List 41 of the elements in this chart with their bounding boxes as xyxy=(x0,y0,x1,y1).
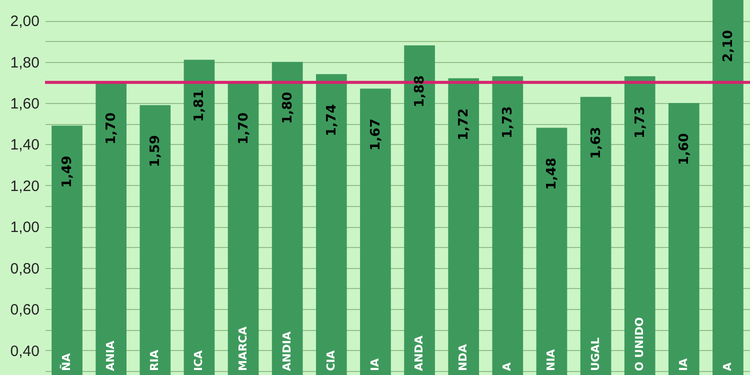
data-label: 1,49 xyxy=(60,156,76,188)
x-tick-label: ANDA xyxy=(412,335,426,371)
x-tick-label: ICA xyxy=(192,350,206,371)
data-label: 1,67 xyxy=(368,118,384,151)
x-tick-label: NDA xyxy=(456,344,470,371)
y-tick-label: 2,00 xyxy=(10,13,40,30)
x-tick-label: CIA xyxy=(324,350,338,371)
x-tick-label: NIA xyxy=(544,348,558,371)
data-label: 1,70 xyxy=(104,112,120,144)
x-tick-label: MARCA xyxy=(236,326,250,371)
y-tick-label: 0,60 xyxy=(10,302,40,319)
data-label: 1,48 xyxy=(544,158,560,190)
data-label: 1,73 xyxy=(500,106,516,138)
x-tick-label: ANIA xyxy=(104,340,118,371)
data-label: 1,72 xyxy=(456,108,472,140)
y-tick-label: 1,40 xyxy=(10,136,40,154)
x-tick-label: O UNIDO xyxy=(632,317,646,371)
data-label: 1,81 xyxy=(192,90,208,122)
y-tick-label: 1,80 xyxy=(10,54,40,72)
y-tick-label: 0,80 xyxy=(10,260,40,278)
x-tick-label: RIA xyxy=(148,349,162,371)
x-tick-label: IA xyxy=(368,358,382,371)
y-tick-label: 1,00 xyxy=(10,219,40,236)
x-tick-label: ÑA xyxy=(59,352,74,371)
data-label: 1,70 xyxy=(236,112,252,144)
data-label: 1,80 xyxy=(280,92,296,124)
x-tick-label: IA xyxy=(676,358,690,371)
y-tick-label: 1,20 xyxy=(10,178,40,195)
data-label: 1,60 xyxy=(676,133,692,166)
y-tick-label: 0,40 xyxy=(10,342,40,360)
data-label: 1,63 xyxy=(588,126,604,159)
y-tick-label: 1,60 xyxy=(10,96,40,113)
x-tick-label: A xyxy=(720,362,734,371)
data-label: 2,10 xyxy=(720,30,736,62)
data-label: 1,73 xyxy=(632,106,648,138)
data-label: 1,59 xyxy=(148,135,164,168)
x-tick-label: UGAL xyxy=(588,338,602,371)
data-label: 1,74 xyxy=(324,104,340,136)
data-label: 1,88 xyxy=(412,75,428,108)
x-tick-label: A xyxy=(500,362,514,371)
x-tick-label: ANDIA xyxy=(280,331,294,371)
